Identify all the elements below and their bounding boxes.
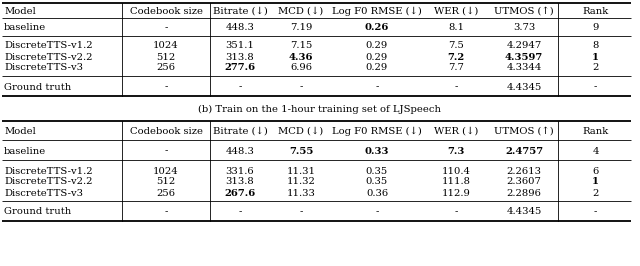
Text: -: - (300, 207, 303, 217)
Text: 8.1: 8.1 (448, 23, 464, 32)
Text: 7.3: 7.3 (447, 147, 465, 156)
Text: 4.2947: 4.2947 (506, 41, 541, 51)
Text: -: - (375, 207, 379, 217)
Text: DiscreteTTS-v2.2: DiscreteTTS-v2.2 (4, 52, 93, 61)
Text: Model: Model (4, 127, 36, 135)
Text: baseline: baseline (4, 23, 46, 32)
Text: 256: 256 (157, 64, 175, 73)
Text: (b) Train on the 1-hour training set of LJSpeech: (b) Train on the 1-hour training set of … (198, 105, 442, 114)
Text: 4.3597: 4.3597 (505, 52, 543, 61)
Text: 0.26: 0.26 (365, 23, 389, 32)
Text: WER (↓): WER (↓) (434, 6, 478, 15)
Text: 4.3344: 4.3344 (506, 64, 541, 73)
Text: 448.3: 448.3 (225, 23, 255, 32)
Text: 3.73: 3.73 (513, 23, 535, 32)
Text: 351.1: 351.1 (225, 41, 255, 51)
Text: -: - (164, 82, 168, 92)
Text: 2.3607: 2.3607 (507, 177, 541, 186)
Text: 7.2: 7.2 (447, 52, 465, 61)
Text: -: - (300, 82, 303, 92)
Text: 1024: 1024 (153, 167, 179, 176)
Text: 6.96: 6.96 (290, 64, 312, 73)
Text: DiscreteTTS-v1.2: DiscreteTTS-v1.2 (4, 41, 93, 51)
Text: 11.33: 11.33 (287, 189, 316, 197)
Text: 112.9: 112.9 (442, 189, 470, 197)
Text: Ground truth: Ground truth (4, 82, 71, 92)
Text: -: - (238, 82, 242, 92)
Text: -: - (238, 207, 242, 217)
Text: Rank: Rank (582, 6, 609, 15)
Text: -: - (454, 207, 458, 217)
Text: 4: 4 (592, 147, 599, 156)
Text: -: - (164, 207, 168, 217)
Text: baseline: baseline (4, 147, 46, 156)
Text: 331.6: 331.6 (226, 167, 254, 176)
Text: Codebook size: Codebook size (129, 127, 202, 135)
Text: Ground truth: Ground truth (4, 207, 71, 217)
Text: 4.4345: 4.4345 (506, 82, 541, 92)
Text: 8: 8 (592, 41, 598, 51)
Text: 1024: 1024 (153, 41, 179, 51)
Text: 1: 1 (592, 52, 599, 61)
Text: DiscreteTTS-v2.2: DiscreteTTS-v2.2 (4, 177, 93, 186)
Text: 0.35: 0.35 (366, 177, 388, 186)
Text: 512: 512 (156, 52, 175, 61)
Text: DiscreteTTS-v3: DiscreteTTS-v3 (4, 64, 83, 73)
Text: 11.31: 11.31 (287, 167, 316, 176)
Text: MCD (↓): MCD (↓) (278, 127, 324, 135)
Text: MCD (↓): MCD (↓) (278, 6, 324, 15)
Text: -: - (594, 82, 597, 92)
Text: 277.6: 277.6 (225, 64, 255, 73)
Text: 2.4757: 2.4757 (505, 147, 543, 156)
Text: 512: 512 (156, 177, 175, 186)
Text: WER (↓): WER (↓) (434, 127, 478, 135)
Text: -: - (164, 147, 168, 156)
Text: 256: 256 (157, 189, 175, 197)
Text: Bitrate (↓): Bitrate (↓) (212, 127, 268, 135)
Text: -: - (594, 207, 597, 217)
Text: 4.4345: 4.4345 (506, 207, 541, 217)
Text: 7.55: 7.55 (289, 147, 313, 156)
Text: Log F0 RMSE (↓): Log F0 RMSE (↓) (332, 6, 422, 16)
Text: 0.33: 0.33 (365, 147, 389, 156)
Text: 7.15: 7.15 (290, 41, 312, 51)
Text: DiscreteTTS-v1.2: DiscreteTTS-v1.2 (4, 167, 93, 176)
Text: DiscreteTTS-v3: DiscreteTTS-v3 (4, 189, 83, 197)
Text: 11.32: 11.32 (287, 177, 316, 186)
Text: 313.8: 313.8 (226, 52, 254, 61)
Text: 0.29: 0.29 (366, 41, 388, 51)
Text: 7.7: 7.7 (448, 64, 464, 73)
Text: -: - (375, 82, 379, 92)
Text: Codebook size: Codebook size (129, 6, 202, 15)
Text: 9: 9 (592, 23, 598, 32)
Text: 6: 6 (593, 167, 598, 176)
Text: Log F0 RMSE (↓): Log F0 RMSE (↓) (332, 126, 422, 136)
Text: 2: 2 (592, 64, 598, 73)
Text: 2.2613: 2.2613 (506, 167, 541, 176)
Text: 267.6: 267.6 (225, 189, 255, 197)
Text: Rank: Rank (582, 127, 609, 135)
Text: 0.29: 0.29 (366, 52, 388, 61)
Text: 0.35: 0.35 (366, 167, 388, 176)
Text: UTMOS (↑): UTMOS (↑) (494, 6, 554, 15)
Text: 4.36: 4.36 (289, 52, 313, 61)
Text: -: - (454, 82, 458, 92)
Text: 2.2896: 2.2896 (507, 189, 541, 197)
Text: 0.29: 0.29 (366, 64, 388, 73)
Text: 1: 1 (592, 177, 599, 186)
Text: Bitrate (↓): Bitrate (↓) (212, 6, 268, 15)
Text: 111.8: 111.8 (442, 177, 470, 186)
Text: 313.8: 313.8 (226, 177, 254, 186)
Text: 448.3: 448.3 (225, 147, 255, 156)
Text: 2: 2 (592, 189, 598, 197)
Text: 7.5: 7.5 (448, 41, 464, 51)
Text: 0.36: 0.36 (366, 189, 388, 197)
Text: 7.19: 7.19 (290, 23, 312, 32)
Text: UTMOS (↑): UTMOS (↑) (494, 127, 554, 135)
Text: -: - (164, 23, 168, 32)
Text: Model: Model (4, 6, 36, 15)
Text: 110.4: 110.4 (442, 167, 470, 176)
